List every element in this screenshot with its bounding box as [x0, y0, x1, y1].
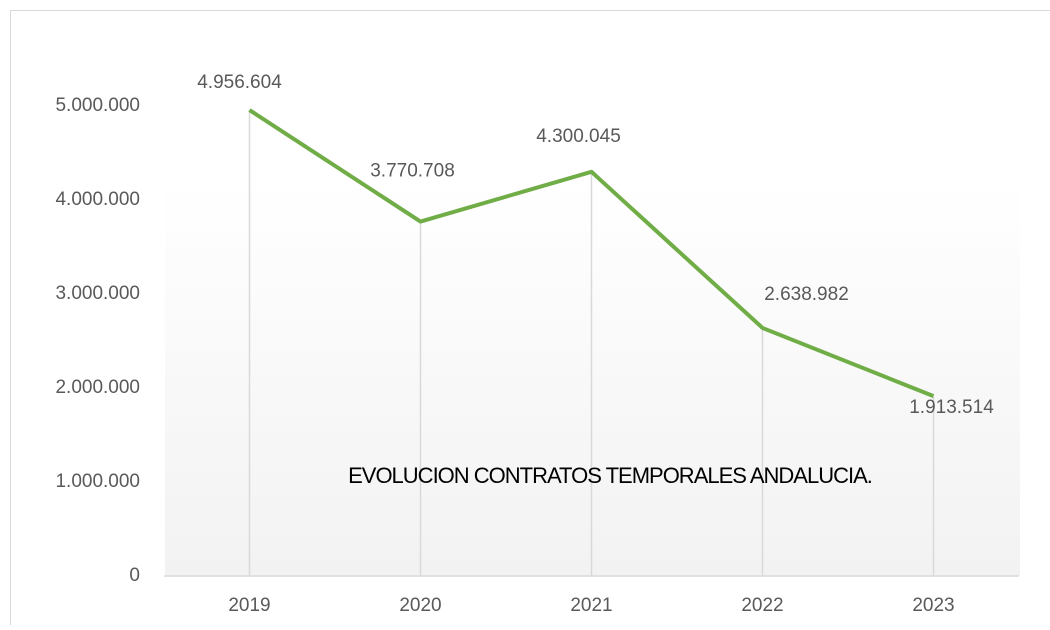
- data-label: 3.770.708: [370, 161, 455, 182]
- y-tick-label: 0: [129, 565, 140, 586]
- x-tick-label: 2021: [570, 595, 612, 616]
- y-tick-label: 3.000.000: [55, 283, 140, 304]
- data-label: 1.913.514: [909, 397, 994, 418]
- x-tick-label: 2019: [228, 595, 270, 616]
- x-tick-label: 2022: [741, 595, 783, 616]
- x-tick-label: 2023: [912, 595, 954, 616]
- x-tick-label: 2020: [399, 595, 441, 616]
- y-tick-label: 4.000.000: [55, 189, 140, 210]
- data-label: 4.956.604: [197, 72, 282, 93]
- data-label: 2.638.982: [764, 284, 849, 305]
- y-tick-label: 1.000.000: [55, 471, 140, 492]
- data-label: 4.300.045: [536, 126, 621, 147]
- y-tick-label: 5.000.000: [55, 95, 140, 116]
- y-tick-label: 2.000.000: [55, 377, 140, 398]
- chart-title: EVOLUCION CONTRATOS TEMPORALES ANDALUCIA…: [348, 463, 872, 488]
